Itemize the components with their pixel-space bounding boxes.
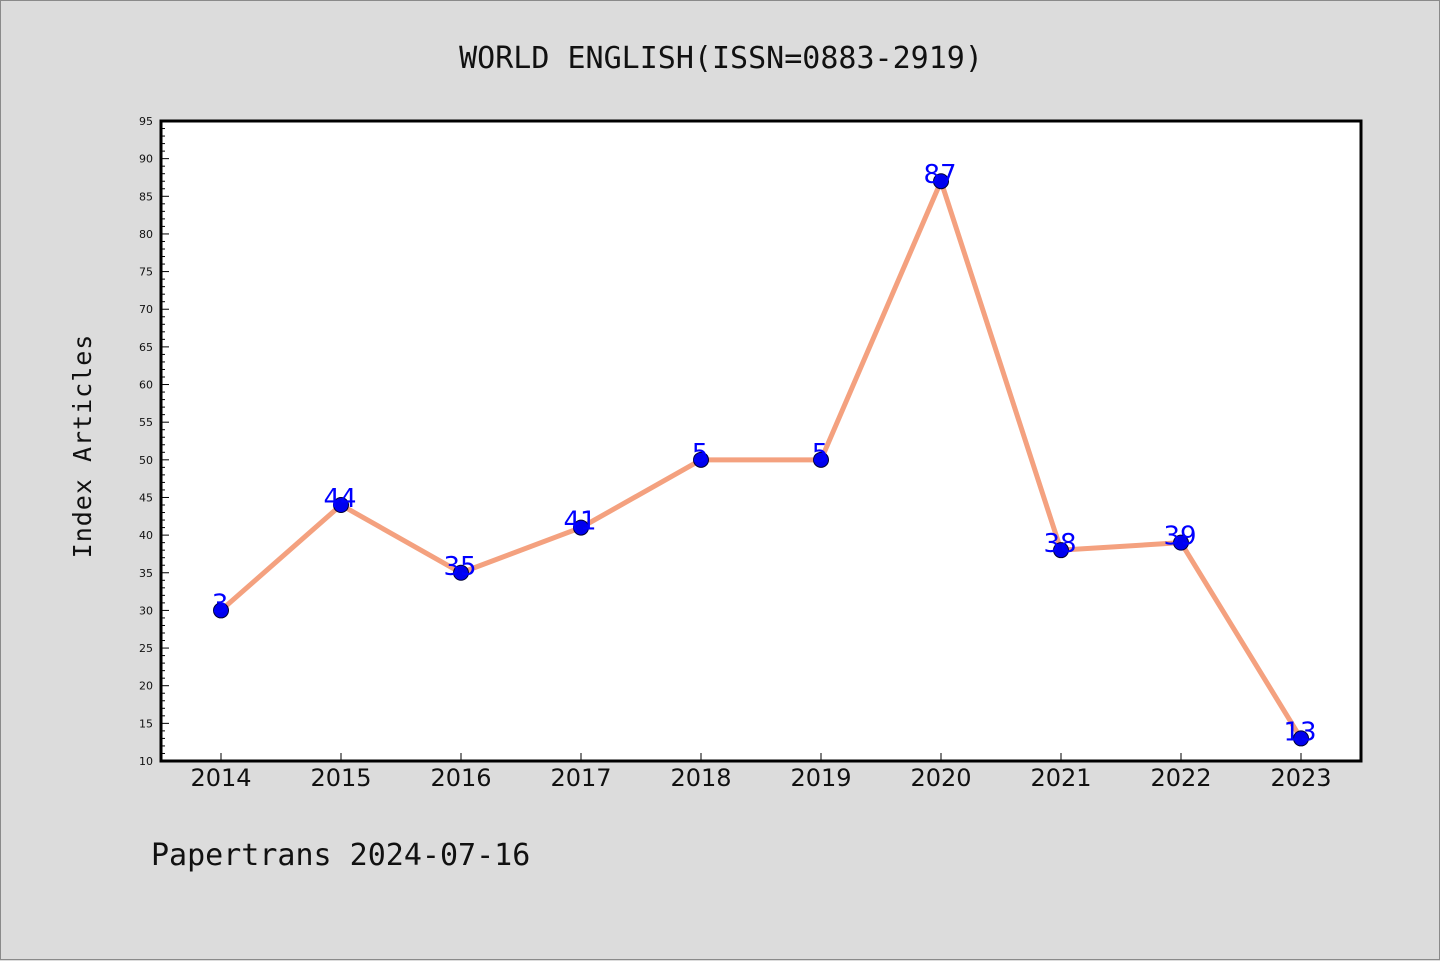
x-tick-label: 2015 — [310, 764, 371, 792]
x-tick-label: 2017 — [550, 764, 611, 792]
data-label: 13 — [1283, 717, 1316, 747]
y-tick-label: 85 — [139, 190, 153, 203]
y-tick-label: 15 — [139, 717, 153, 730]
x-tick-label: 2022 — [1150, 764, 1211, 792]
plot-border — [159, 119, 1363, 763]
series-article-counts: 3 44 35 41 5 5 87 38 39 13 — [212, 160, 1317, 747]
data-point — [693, 451, 709, 468]
data-point — [813, 451, 829, 468]
data-label: 39 — [1163, 522, 1196, 552]
y-tick-label: 50 — [139, 454, 153, 467]
data-point — [573, 519, 589, 536]
data-label: 3 — [212, 589, 229, 619]
x-tick-label: 2021 — [1030, 764, 1091, 792]
x-axis-ticks: 2014 2015 2016 2017 2018 2019 2020 2021 2022 2023 — [190, 753, 1332, 792]
data-label: 41 — [563, 507, 596, 537]
y-tick-label: 75 — [139, 266, 153, 279]
plot-area — [161, 121, 1361, 761]
x-tick-label: 2016 — [430, 764, 491, 792]
data-label: 38 — [1043, 529, 1076, 559]
y-tick-label: 70 — [139, 303, 153, 316]
data-label: 87 — [923, 160, 956, 190]
footer-credit: Papertrans 2024-07-16 — [151, 838, 530, 873]
x-tick-label: 2019 — [790, 764, 851, 792]
data-label: 5 — [812, 439, 829, 469]
data-point — [1053, 542, 1069, 559]
data-point — [333, 497, 349, 513]
series-line — [218, 178, 1304, 741]
y-tick-label: 55 — [139, 416, 153, 429]
y-tick-label: 20 — [139, 680, 153, 693]
data-point — [1173, 534, 1189, 551]
data-label: 35 — [443, 552, 476, 582]
y-axis-label: Index Articles — [68, 334, 97, 559]
y-tick-label: 40 — [139, 529, 153, 542]
y-tick-label: 35 — [139, 567, 153, 580]
data-point — [213, 602, 229, 619]
data-label: 44 — [323, 484, 356, 514]
x-tick-label: 2014 — [190, 764, 251, 792]
x-tick-label: 2023 — [1270, 764, 1331, 792]
chart-title: WORLD ENGLISH(ISSN=0883-2919) — [459, 41, 983, 76]
y-tick-label: 95 — [139, 115, 153, 128]
x-tick-label: 2020 — [910, 764, 971, 792]
y-tick-label: 45 — [139, 491, 153, 504]
data-point — [453, 564, 469, 581]
x-tick-label: 2018 — [670, 764, 731, 792]
y-tick-label: 65 — [139, 341, 153, 354]
y-tick-label: 30 — [139, 604, 153, 617]
data-point — [1293, 730, 1309, 747]
y-tick-label: 80 — [139, 228, 153, 241]
y-tick-label: 90 — [139, 153, 153, 166]
y-tick-label: 60 — [139, 379, 153, 392]
data-point — [933, 173, 949, 190]
y-tick-label: 10 — [139, 755, 153, 768]
data-label: 5 — [692, 439, 709, 469]
y-tick-label: 25 — [139, 642, 153, 655]
